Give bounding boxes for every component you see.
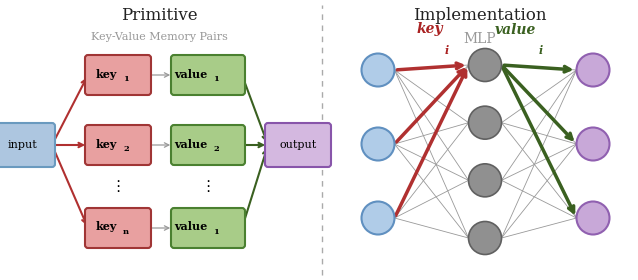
Text: value: value bbox=[174, 139, 207, 150]
Text: key: key bbox=[96, 69, 117, 80]
Text: Primitive: Primitive bbox=[121, 7, 198, 24]
Text: key: key bbox=[96, 221, 117, 232]
Circle shape bbox=[362, 202, 394, 235]
FancyBboxPatch shape bbox=[265, 123, 331, 167]
Circle shape bbox=[362, 53, 394, 87]
Text: 1: 1 bbox=[213, 228, 219, 236]
Circle shape bbox=[468, 48, 501, 81]
Text: value: value bbox=[174, 221, 207, 232]
Text: value: value bbox=[495, 22, 537, 36]
Text: key: key bbox=[417, 22, 443, 36]
Text: ⋮: ⋮ bbox=[110, 179, 126, 194]
Circle shape bbox=[468, 106, 501, 139]
Text: 2: 2 bbox=[123, 145, 129, 153]
Text: i: i bbox=[445, 45, 449, 55]
Text: 1: 1 bbox=[123, 75, 129, 83]
Text: Key-Value Memory Pairs: Key-Value Memory Pairs bbox=[91, 32, 228, 42]
FancyBboxPatch shape bbox=[85, 125, 151, 165]
FancyBboxPatch shape bbox=[171, 125, 245, 165]
FancyBboxPatch shape bbox=[85, 55, 151, 95]
Text: i: i bbox=[539, 45, 543, 55]
Text: input: input bbox=[7, 140, 37, 150]
Text: MLP: MLP bbox=[464, 32, 496, 46]
FancyBboxPatch shape bbox=[171, 208, 245, 248]
Circle shape bbox=[468, 221, 501, 255]
Circle shape bbox=[468, 164, 501, 197]
Text: value: value bbox=[174, 69, 207, 80]
Circle shape bbox=[577, 53, 609, 87]
Text: Implementation: Implementation bbox=[413, 7, 547, 24]
FancyBboxPatch shape bbox=[0, 123, 55, 167]
FancyBboxPatch shape bbox=[85, 208, 151, 248]
Text: 2: 2 bbox=[213, 145, 219, 153]
Text: n: n bbox=[123, 228, 129, 236]
Circle shape bbox=[362, 127, 394, 160]
FancyBboxPatch shape bbox=[171, 55, 245, 95]
Text: ⋮: ⋮ bbox=[200, 179, 216, 194]
Circle shape bbox=[577, 127, 609, 160]
Text: output: output bbox=[279, 140, 316, 150]
Text: 1: 1 bbox=[213, 75, 219, 83]
Circle shape bbox=[577, 202, 609, 235]
Text: key: key bbox=[96, 139, 117, 150]
